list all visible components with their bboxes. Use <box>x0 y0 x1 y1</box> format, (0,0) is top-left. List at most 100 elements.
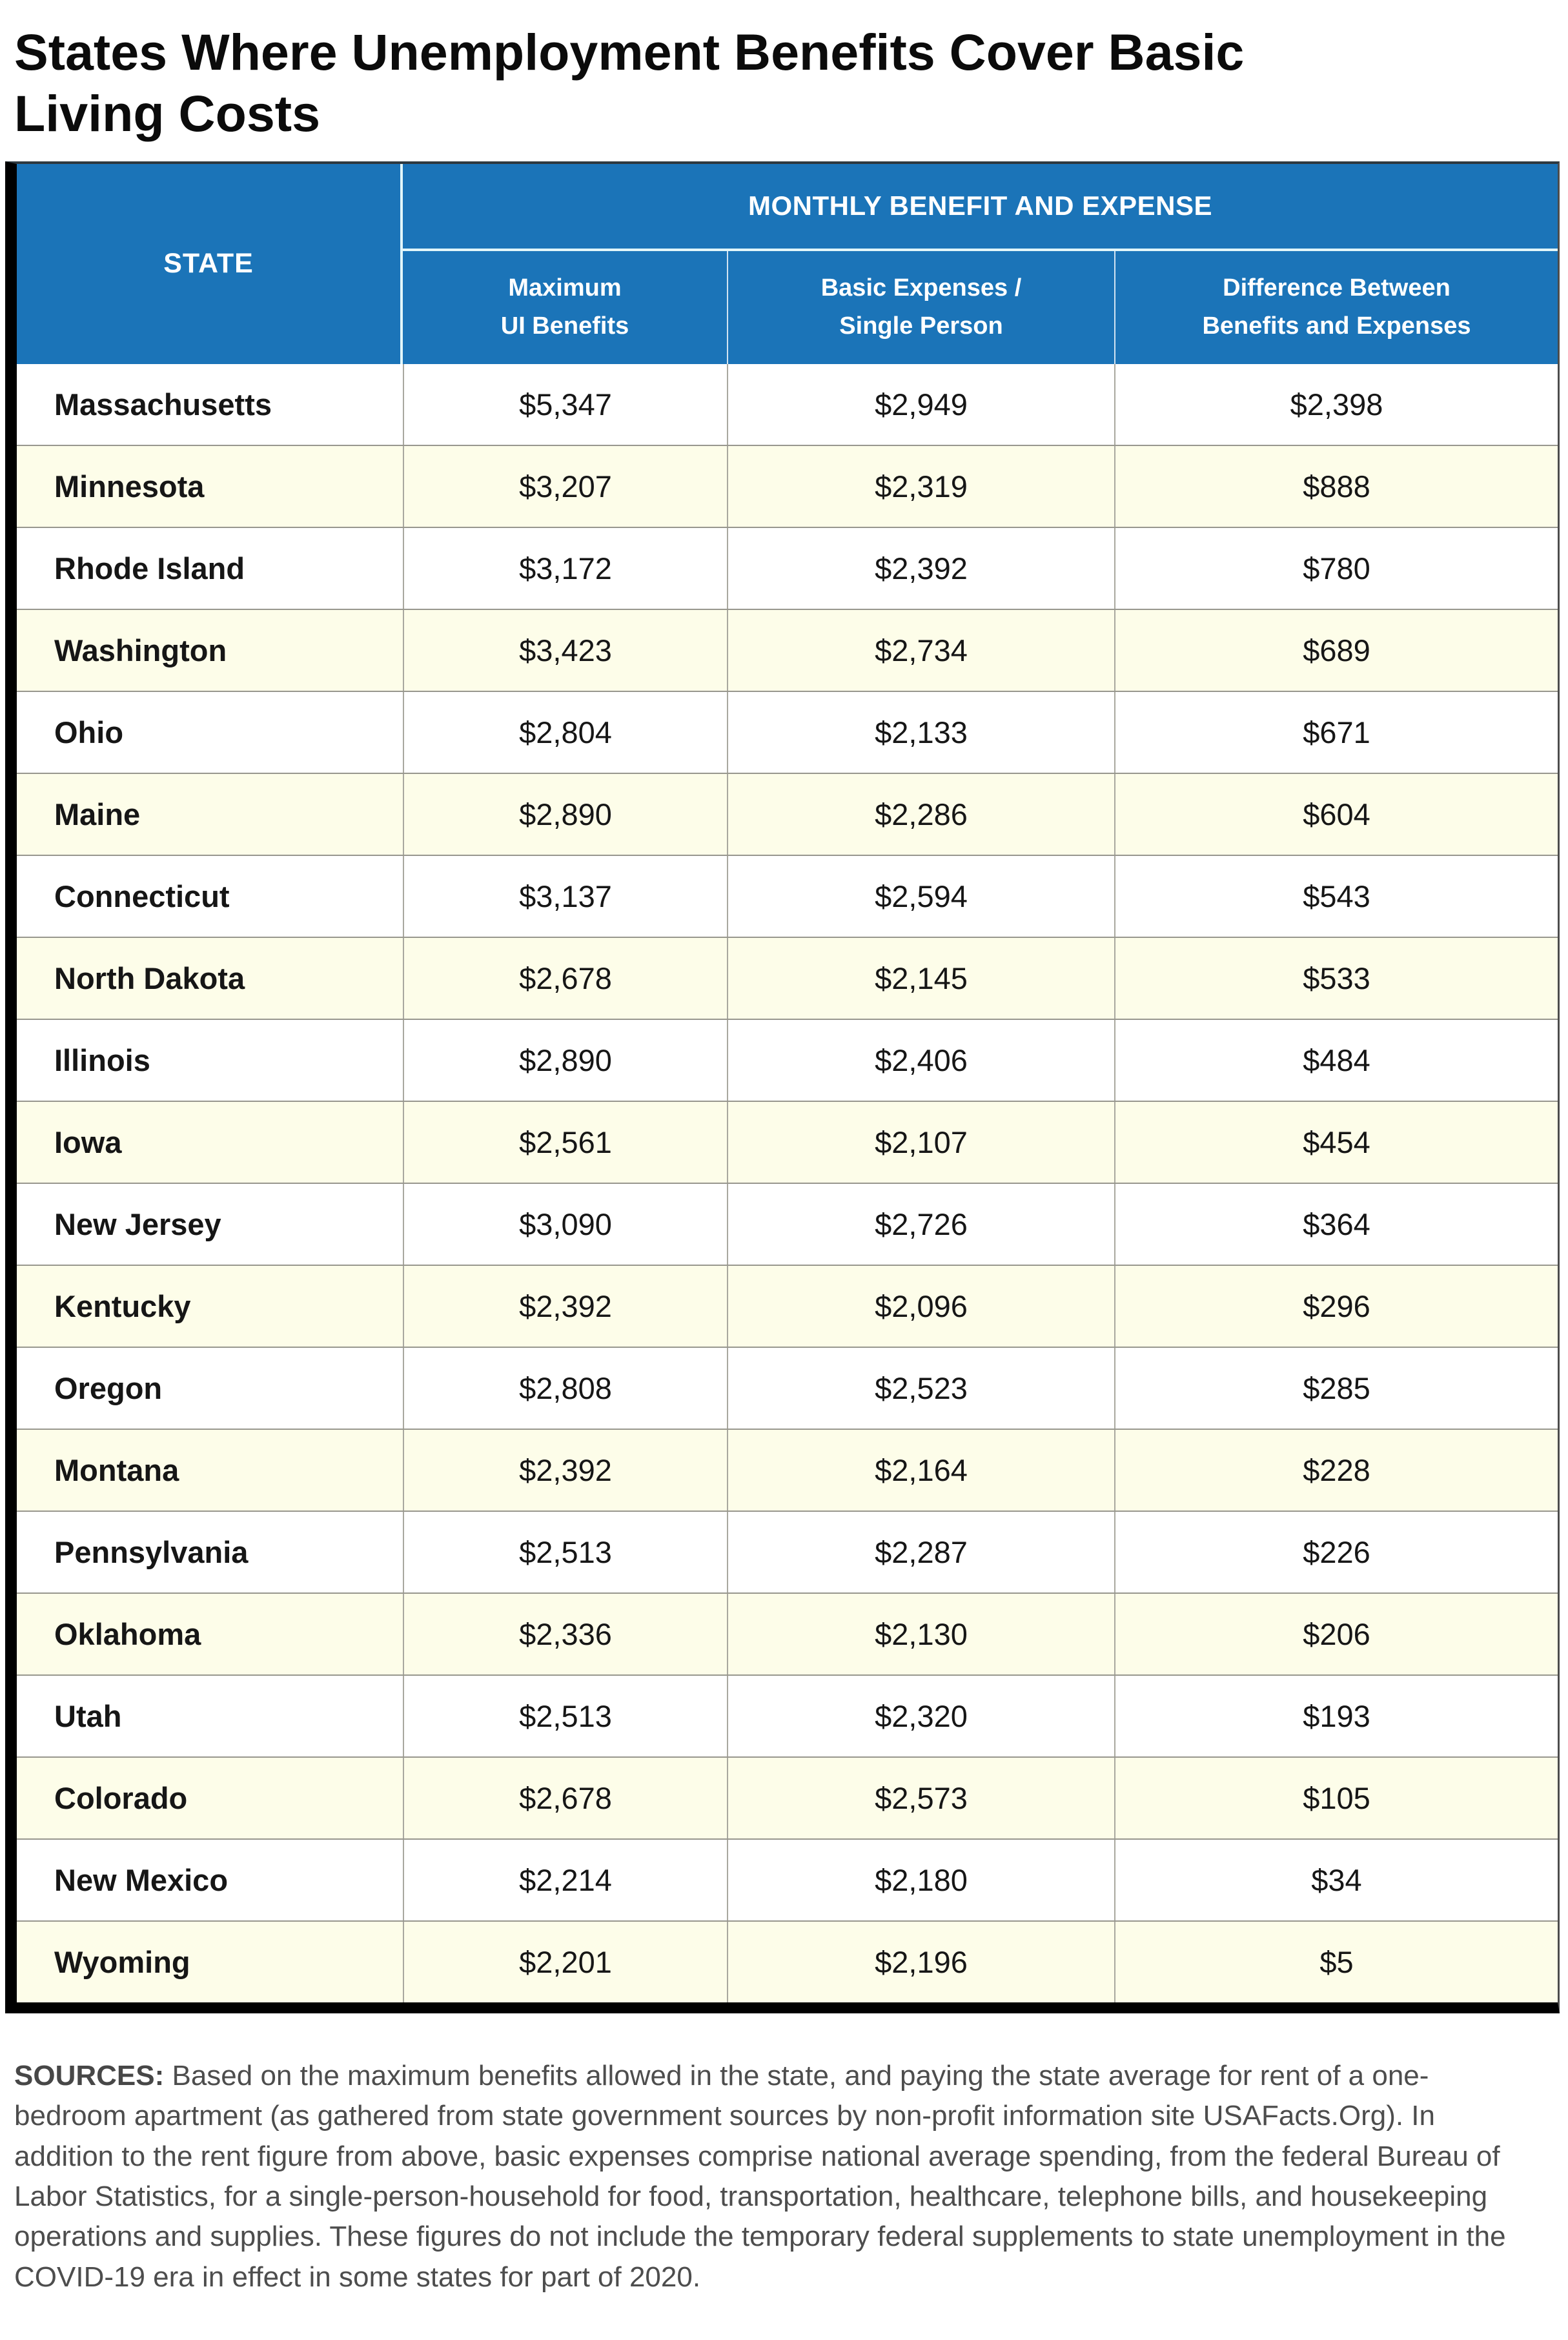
difference-cell: $296 <box>1114 1265 1558 1347</box>
table-body: Massachusetts $5,347 $2,949 $2,398 Minne… <box>17 363 1558 2002</box>
infographic-page: States Where Unemployment Benefits Cover… <box>0 22 1568 2297</box>
expenses-cell: $2,196 <box>727 1921 1114 2002</box>
table-row: Minnesota $3,207 $2,319 $888 <box>17 444 1558 527</box>
state-cell: Oregon <box>54 1370 163 1405</box>
benefits-cell: $2,392 <box>403 1265 727 1347</box>
difference-cell: $484 <box>1114 1019 1558 1101</box>
difference-cell: $780 <box>1114 527 1558 609</box>
state-cell: Montana <box>54 1452 179 1487</box>
sub-headers: Maximum UI Benefits Basic Expenses / Sin… <box>403 250 1558 364</box>
benefits-cell: $3,137 <box>403 855 727 937</box>
table-row: Wyoming $2,201 $2,196 $5 <box>17 1920 1558 2002</box>
column-header-basic-expenses: Basic Expenses / Single Person <box>727 250 1114 364</box>
table-row: Oregon $2,808 $2,523 $285 <box>17 1346 1558 1429</box>
expenses-cell: $2,320 <box>727 1675 1114 1756</box>
state-cell: Maine <box>54 797 141 831</box>
benefits-cell: $3,172 <box>403 527 727 609</box>
benefits-cell: $2,201 <box>403 1921 727 2002</box>
column-header-line: Benefits and Expenses <box>1202 312 1471 340</box>
difference-cell: $5 <box>1114 1921 1558 2002</box>
sources-text: Based on the maximum benefits allowed in… <box>14 2059 1506 2293</box>
expenses-cell: $2,287 <box>727 1511 1114 1592</box>
expenses-cell: $2,096 <box>727 1265 1114 1347</box>
difference-cell: $206 <box>1114 1593 1558 1674</box>
table-row: Montana $2,392 $2,164 $228 <box>17 1428 1558 1511</box>
state-cell: Ohio <box>54 715 124 749</box>
state-cell: Washington <box>54 633 227 667</box>
table-row: Ohio $2,804 $2,133 $671 <box>17 690 1558 773</box>
column-header-max-ui-benefits: Maximum UI Benefits <box>403 251 727 364</box>
state-cell: Iowa <box>54 1124 122 1159</box>
benefits-cell: $2,214 <box>403 1839 727 1920</box>
state-cell: Minnesota <box>54 469 205 504</box>
column-header-difference: Difference Between Benefits and Expenses <box>1114 250 1558 364</box>
benefits-cell: $2,678 <box>403 937 727 1019</box>
difference-cell: $671 <box>1114 691 1558 773</box>
state-cell: Massachusetts <box>54 387 272 422</box>
expenses-cell: $2,949 <box>727 363 1114 445</box>
table-row: Colorado $2,678 $2,573 $105 <box>17 1756 1558 1838</box>
table-row: Kentucky $2,392 $2,096 $296 <box>17 1264 1558 1347</box>
benefits-cell: $3,090 <box>403 1183 727 1265</box>
expenses-cell: $2,286 <box>727 773 1114 855</box>
table-row: Pennsylvania $2,513 $2,287 $226 <box>17 1510 1558 1592</box>
benefits-cell: $3,423 <box>403 609 727 691</box>
table-row: Massachusetts $5,347 $2,949 $2,398 <box>17 363 1558 445</box>
benefits-cell: $2,336 <box>403 1593 727 1674</box>
table-row: New Mexico $2,214 $2,180 $34 <box>17 1838 1558 1920</box>
expenses-cell: $2,406 <box>727 1019 1114 1101</box>
benefits-cell: $2,513 <box>403 1675 727 1756</box>
table-row: New Jersey $3,090 $2,726 $364 <box>17 1182 1558 1265</box>
column-header-line: Single Person <box>839 312 1003 340</box>
difference-cell: $689 <box>1114 609 1558 691</box>
expenses-cell: $2,164 <box>727 1429 1114 1511</box>
difference-cell: $543 <box>1114 855 1558 937</box>
benefits-cell: $2,392 <box>403 1429 727 1511</box>
difference-cell: $2,398 <box>1114 363 1558 445</box>
difference-cell: $604 <box>1114 773 1558 855</box>
table-row: Rhode Island $3,172 $2,392 $780 <box>17 526 1558 609</box>
state-cell: New Jersey <box>54 1206 221 1241</box>
state-cell: Pennsylvania <box>54 1534 249 1569</box>
page-title: States Where Unemployment Benefits Cover… <box>14 23 1245 142</box>
table-header: STATE MONTHLY BENEFIT AND EXPENSE Maximu… <box>17 163 1558 364</box>
expenses-cell: $2,130 <box>727 1593 1114 1674</box>
difference-cell: $228 <box>1114 1429 1558 1511</box>
difference-cell: $454 <box>1114 1101 1558 1183</box>
benefits-cell: $3,207 <box>403 445 727 527</box>
expenses-cell: $2,392 <box>727 527 1114 609</box>
sources-note: SOURCES: Based on the maximum benefits a… <box>14 2056 1541 2298</box>
state-cell: Oklahoma <box>54 1616 201 1651</box>
difference-cell: $888 <box>1114 445 1558 527</box>
benefits-cell: $2,890 <box>403 773 727 855</box>
difference-cell: $285 <box>1114 1347 1558 1429</box>
benefits-cell: $2,561 <box>403 1101 727 1183</box>
benefits-cell: $2,804 <box>403 691 727 773</box>
difference-cell: $193 <box>1114 1675 1558 1756</box>
benefits-cell: $2,678 <box>403 1757 727 1838</box>
sources-label: SOURCES: <box>14 2059 165 2091</box>
difference-cell: $226 <box>1114 1511 1558 1592</box>
table-row: Utah $2,513 $2,320 $193 <box>17 1674 1558 1756</box>
table-row: Oklahoma $2,336 $2,130 $206 <box>17 1592 1558 1674</box>
expenses-cell: $2,523 <box>727 1347 1114 1429</box>
expenses-cell: $2,319 <box>727 445 1114 527</box>
expenses-cell: $2,133 <box>727 691 1114 773</box>
expenses-cell: $2,734 <box>727 609 1114 691</box>
table-row: Illinois $2,890 $2,406 $484 <box>17 1018 1558 1101</box>
group-header: MONTHLY BENEFIT AND EXPENSE <box>403 164 1558 251</box>
benefits-table: STATE MONTHLY BENEFIT AND EXPENSE Maximu… <box>5 161 1560 2013</box>
difference-cell: $364 <box>1114 1183 1558 1265</box>
state-cell: Kentucky <box>54 1288 191 1323</box>
expenses-cell: $2,573 <box>727 1757 1114 1838</box>
state-cell: New Mexico <box>54 1862 229 1897</box>
state-cell: Illinois <box>54 1043 150 1077</box>
benefits-cell: $2,890 <box>403 1019 727 1101</box>
expenses-cell: $2,107 <box>727 1101 1114 1183</box>
state-cell: North Dakota <box>54 961 245 995</box>
benefit-expense-group: MONTHLY BENEFIT AND EXPENSE Maximum UI B… <box>403 164 1558 364</box>
table-row: Maine $2,890 $2,286 $604 <box>17 772 1558 855</box>
difference-cell: $533 <box>1114 937 1558 1019</box>
expenses-cell: $2,180 <box>727 1839 1114 1920</box>
column-header-line: UI Benefits <box>500 312 629 340</box>
